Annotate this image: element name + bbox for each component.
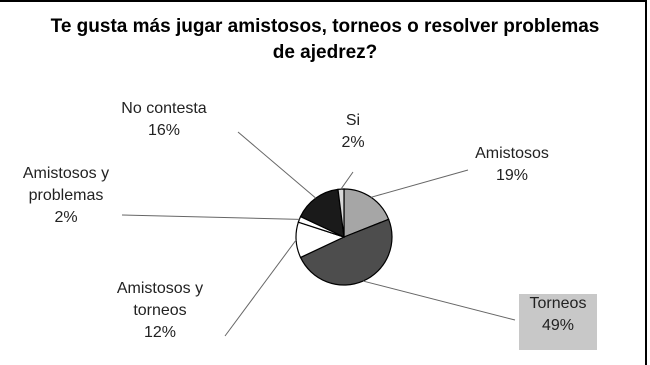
leader-line — [121, 214, 300, 220]
pie-slice — [337, 188, 345, 238]
leader-line — [362, 280, 516, 321]
slice-value-label: 2% — [341, 134, 364, 151]
slice-name-label: Si — [346, 112, 360, 129]
slice-value-label: 12% — [144, 324, 176, 341]
leader-line — [340, 171, 354, 190]
slice-name-label: torneos — [133, 302, 186, 319]
slice-name-label: problemas — [29, 187, 104, 204]
title-line-2: de ajedrez? — [272, 42, 378, 63]
slice-value-label: 2% — [54, 209, 77, 226]
slice-value-label: 19% — [496, 167, 528, 184]
label-box — [519, 294, 597, 350]
title-line-1: Te gusta más jugar amistosos, torneos o … — [50, 16, 600, 37]
slice-name-label: Amistosos y — [23, 165, 109, 182]
slice-name-label: Amistosos y — [117, 280, 203, 297]
slice-name-label: Torneos — [530, 295, 587, 312]
slice-name-label: No contesta — [121, 100, 206, 117]
slice-name-label: Amistosos — [475, 145, 549, 162]
slice-value-label: 16% — [148, 122, 180, 139]
leader-line — [370, 169, 469, 198]
leader-line — [224, 239, 297, 337]
chart-title: Te gusta más jugar amistosos, torneos o … — [0, 14, 650, 66]
leader-line — [237, 131, 317, 199]
slice-value-label: 49% — [542, 317, 574, 334]
pie-slice — [299, 188, 345, 239]
